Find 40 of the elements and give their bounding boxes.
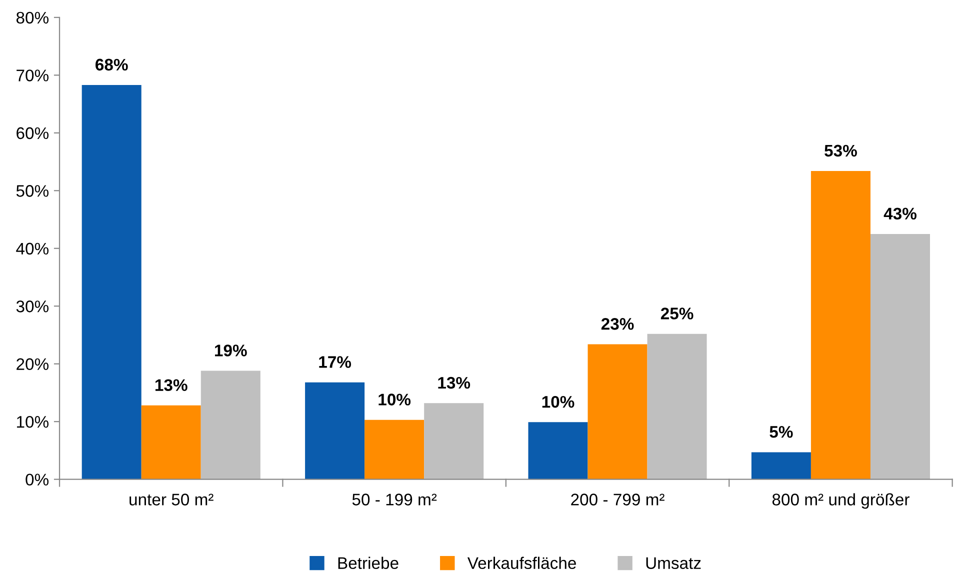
x-tick-label: 200 - 799 m²	[571, 494, 664, 506]
bar	[751, 452, 811, 480]
bar	[82, 84, 142, 480]
x-tick-label: 50 - 199 m²	[352, 494, 437, 506]
bar	[588, 344, 648, 480]
bar	[870, 234, 930, 480]
y-tick-label: 70%	[16, 70, 49, 82]
bar	[305, 382, 365, 480]
data-label: 68%	[96, 58, 128, 71]
legend-label: Umsatz	[646, 557, 701, 570]
y-tick-label: 50%	[16, 185, 49, 197]
data-label: 5%	[770, 426, 793, 438]
legend-label: Verkaufsfläche	[467, 556, 576, 570]
bar	[810, 171, 870, 480]
legend-label: Betriebe	[338, 556, 398, 570]
data-label: 43%	[884, 208, 916, 220]
data-label: 19%	[215, 344, 247, 356]
data-label: 23%	[601, 318, 634, 330]
bar	[364, 420, 424, 480]
y-tick-label: 40%	[16, 242, 49, 255]
x-tick-label: unter 50 m²	[130, 494, 214, 506]
data-label: 13%	[155, 379, 188, 392]
bar	[647, 334, 707, 480]
y-tick-label: 60%	[16, 127, 49, 140]
bar	[424, 403, 484, 480]
y-tick-label: 20%	[16, 358, 49, 370]
bar	[141, 405, 201, 480]
y-tick-label: 30%	[16, 300, 49, 312]
data-label: 10%	[542, 396, 574, 408]
bar	[200, 370, 260, 480]
x-tick-label: 800 m² und größer	[772, 493, 910, 509]
bar	[528, 422, 588, 480]
y-tick-label: 10%	[17, 416, 49, 428]
y-tick-label: 80%	[16, 12, 49, 24]
data-label: 10%	[378, 394, 411, 406]
data-label: 25%	[660, 308, 694, 320]
data-label: 13%	[438, 376, 470, 389]
data-label: 17%	[319, 356, 352, 368]
data-label: 53%	[824, 144, 857, 157]
y-tick-label: 0%	[26, 474, 49, 486]
